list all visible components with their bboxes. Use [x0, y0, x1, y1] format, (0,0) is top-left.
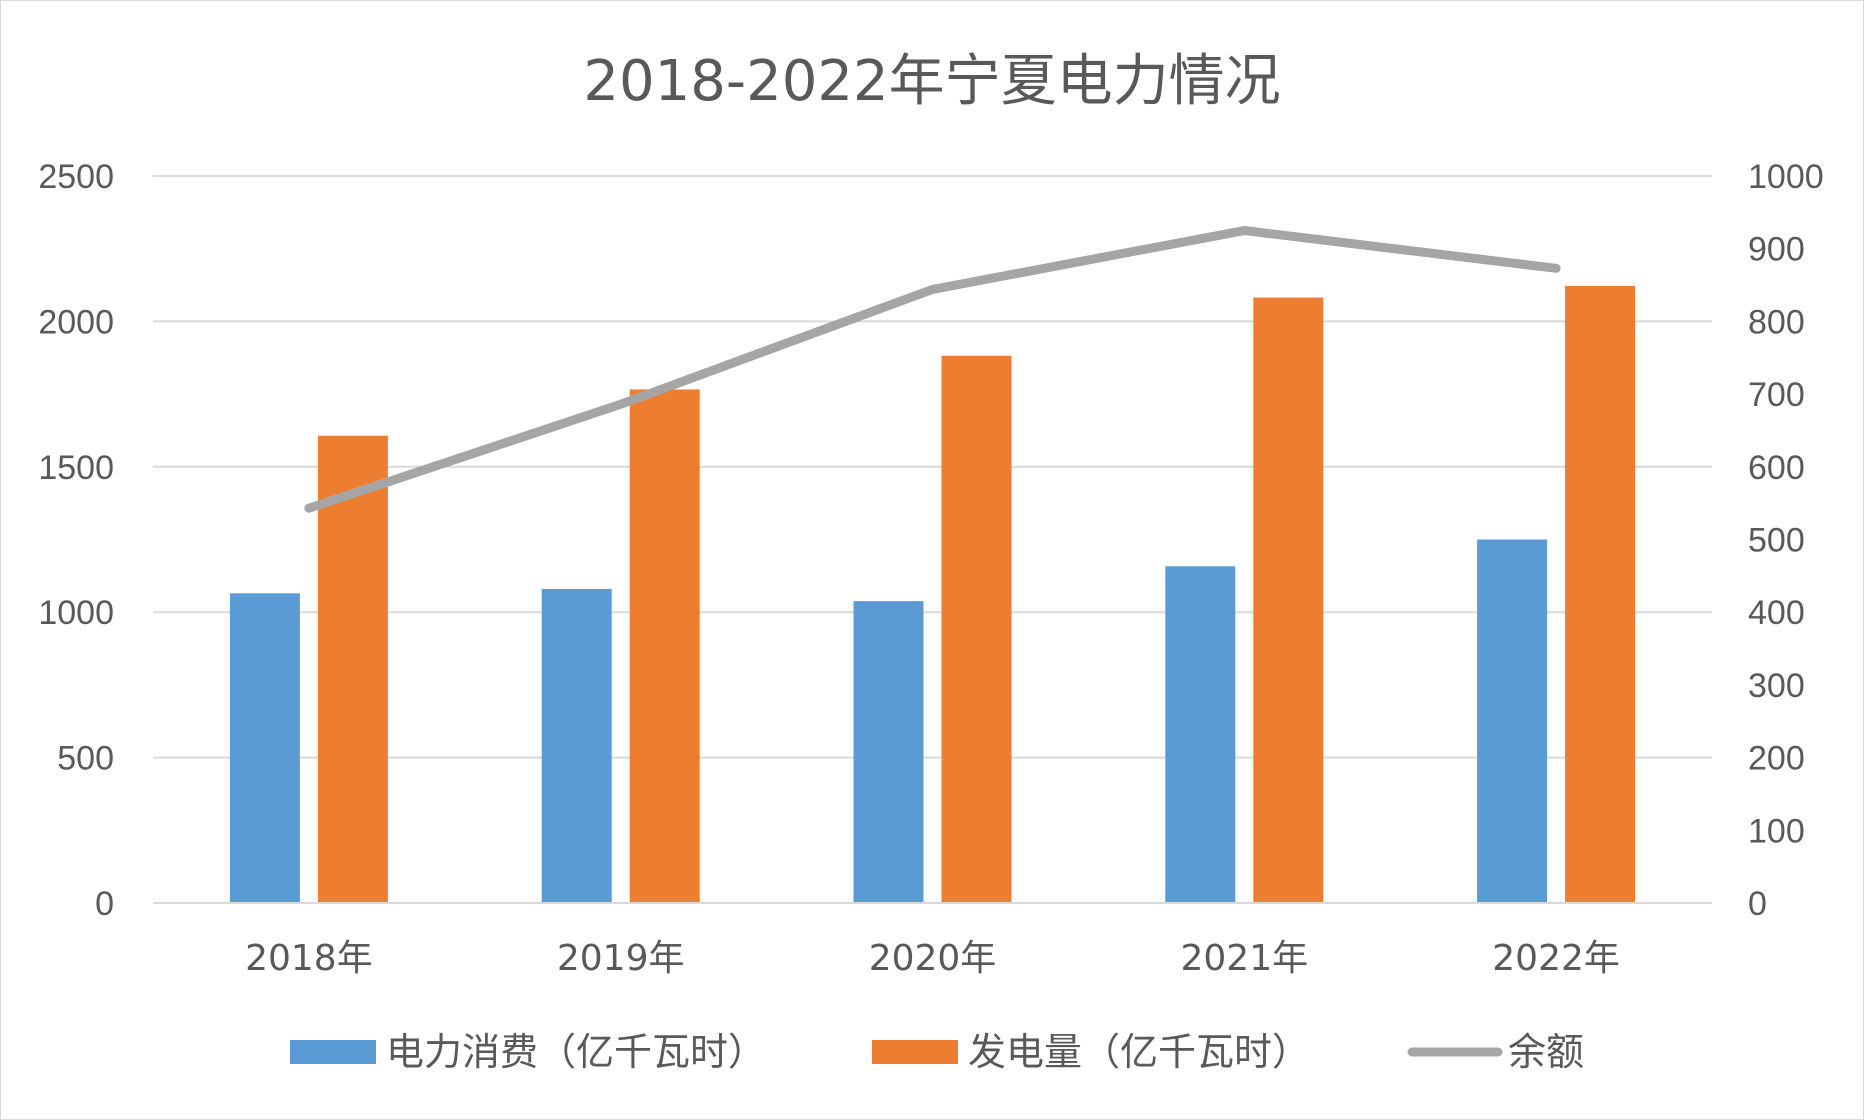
legend-label-generation: 发电量（亿千瓦时） — [968, 1030, 1310, 1074]
category-label: 2021年 — [1180, 938, 1308, 979]
legend: 电力消费（亿千瓦时） 发电量（亿千瓦时） 余额 — [290, 1030, 1584, 1074]
bar-generation — [317, 435, 388, 903]
right-tick-label: 700 — [1748, 376, 1805, 414]
bar-consumption — [1477, 539, 1548, 903]
right-tick-label: 800 — [1748, 303, 1805, 341]
right-axis-ticks: 0 100 200 300 400 500 600 700 800 900 1000 — [1748, 158, 1824, 923]
category-label: 2020年 — [869, 938, 997, 979]
bar-generation — [941, 355, 1012, 904]
right-tick-label: 300 — [1748, 667, 1805, 705]
bar-consumption — [229, 593, 300, 903]
bar-generation — [629, 389, 700, 903]
bars — [229, 285, 1636, 904]
gridlines — [153, 175, 1712, 759]
category-labels: 2018年 2019年 2020年 2021年 2022年 — [245, 938, 1620, 979]
category-label: 2022年 — [1492, 938, 1620, 979]
legend-swatch-consumption — [290, 1040, 376, 1064]
legend-label-balance: 余额 — [1508, 1030, 1584, 1074]
bar-consumption — [1165, 566, 1236, 903]
chart-title: 2018-2022年宁夏电力情况 — [583, 49, 1280, 114]
left-tick-label: 1000 — [38, 594, 114, 632]
right-tick-label: 0 — [1748, 885, 1767, 923]
left-axis-ticks: 0 500 1000 1500 2000 2500 — [38, 158, 114, 923]
bar-generation — [1565, 285, 1636, 904]
right-tick-label: 900 — [1748, 231, 1805, 269]
right-tick-label: 500 — [1748, 522, 1805, 560]
right-tick-label: 1000 — [1748, 158, 1824, 196]
legend-label-consumption: 电力消费（亿千瓦时） — [386, 1030, 766, 1074]
right-tick-label: 200 — [1748, 740, 1805, 778]
balance-line — [304, 226, 1561, 513]
left-tick-label: 500 — [57, 740, 114, 778]
category-label: 2019年 — [557, 938, 685, 979]
right-tick-label: 100 — [1748, 812, 1805, 850]
left-tick-label: 0 — [95, 885, 114, 923]
bar-consumption — [853, 601, 924, 903]
legend-swatch-generation — [872, 1040, 958, 1064]
left-tick-label: 2500 — [38, 158, 114, 196]
category-label: 2018年 — [245, 938, 373, 979]
left-tick-label: 2000 — [38, 303, 114, 341]
right-tick-label: 600 — [1748, 449, 1805, 487]
right-tick-label: 400 — [1748, 594, 1805, 632]
bar-generation — [1253, 297, 1324, 903]
bar-consumption — [541, 588, 612, 903]
left-tick-label: 1500 — [38, 449, 114, 487]
